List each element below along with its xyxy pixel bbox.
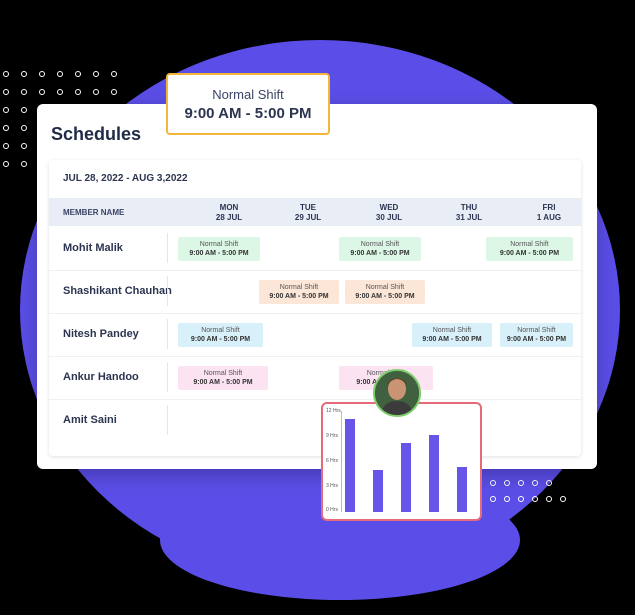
table-row[interactable]: Amit Saini xyxy=(49,399,581,442)
row-divider xyxy=(167,233,168,263)
y-tick-label: 3 Hrs xyxy=(326,483,338,489)
chart-bar xyxy=(345,419,355,512)
chart-bar xyxy=(401,442,411,512)
date-range[interactable]: JUL 28, 2022 - AUG 3,2022 xyxy=(63,173,188,184)
schedule-table: JUL 28, 2022 - AUG 3,2022 MEMBER NAME MO… xyxy=(49,160,581,456)
page-title: Schedules xyxy=(51,124,142,144)
row-divider xyxy=(167,276,168,306)
chart-bar xyxy=(457,467,467,512)
row-divider xyxy=(167,405,168,435)
decorative-dots-left xyxy=(3,71,133,181)
schedules-card: Schedules JUL 28, 2022 - AUG 3,2022 MEMB… xyxy=(37,104,597,469)
hours-chart: 12 Hrs 9 Hrs 6 Hrs 3 Hrs 0 Hrs xyxy=(321,402,482,521)
column-header-mon: MON 28 JUL xyxy=(215,203,243,222)
y-tick-label: 12 Hrs xyxy=(326,408,341,414)
row-divider xyxy=(167,362,168,392)
y-axis xyxy=(341,411,342,512)
chart-bar xyxy=(373,469,383,512)
chart-bar xyxy=(429,434,439,512)
table-header: MEMBER NAME MON 28 JUL TUE 29 JUL WED 30 JU… xyxy=(49,198,581,226)
table-row[interactable]: Ankur Handoo Normal Shift 9:00 AM - 5:00 … xyxy=(49,356,581,400)
y-tick-label: 0 Hrs xyxy=(326,507,338,513)
tooltip-time: 9:00 AM - 5:00 PM xyxy=(184,105,312,122)
member-name: Amit Saini xyxy=(63,414,117,426)
person-icon xyxy=(375,371,419,415)
y-tick-label: 9 Hrs xyxy=(326,433,338,439)
y-tick-label: 6 Hrs xyxy=(326,458,338,464)
column-header-thu: THU 31 JUL xyxy=(455,203,483,222)
shift-tooltip: Normal Shift 9:00 AM - 5:00 PM xyxy=(166,73,330,135)
column-header-member: MEMBER NAME xyxy=(63,208,125,217)
decorative-dots-right xyxy=(490,480,570,520)
member-name: Nitesh Pandey xyxy=(63,328,139,340)
table-row[interactable]: Nitesh Pandey Normal Shift 9:00 AM - 5:00… xyxy=(49,313,581,357)
table-row[interactable]: Mohit Malik Normal Shift 9:00 AM - 5:00 P… xyxy=(49,227,581,271)
tooltip-label: Normal Shift xyxy=(212,87,284,102)
member-name: Ankur Handoo xyxy=(63,371,139,383)
row-divider xyxy=(167,319,168,349)
column-header-wed: WED 30 JUL xyxy=(375,203,403,222)
column-header-fri: FRI 1 AUG xyxy=(536,203,562,222)
table-row[interactable]: Shashikant Chauhan Normal Shift 9:00 AM -… xyxy=(49,270,581,314)
member-name: Shashikant Chauhan xyxy=(63,285,172,297)
user-avatar[interactable] xyxy=(373,369,421,417)
column-header-tue: TUE 29 JUL xyxy=(294,203,322,222)
member-name: Mohit Malik xyxy=(63,242,123,254)
